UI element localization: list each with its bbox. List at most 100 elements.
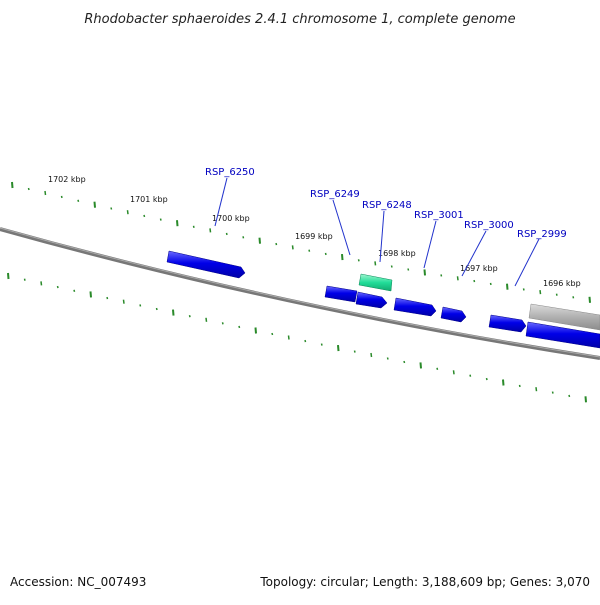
leader-line-rsp2999 <box>514 238 540 287</box>
outer-track-tick <box>522 288 525 291</box>
inner-track-tick <box>122 299 125 304</box>
leader-line-rsp6249 <box>332 199 351 256</box>
outer-track-tick <box>572 296 575 299</box>
outer-track-tick <box>324 252 327 256</box>
inner-track-tick <box>436 367 439 370</box>
gene-label-rsp3001: RSP_3001 <box>414 210 464 221</box>
outer-track-tick <box>555 293 558 296</box>
gene-label-rsp6248: RSP_6248 <box>362 200 412 211</box>
inner-track-tick <box>370 352 373 358</box>
outer-track-tick <box>93 201 96 208</box>
outer-track-tick <box>192 225 195 228</box>
genome-summary-text: Topology: circular; Length: 3,188,609 bp… <box>259 575 590 589</box>
leader-line-rsp3001 <box>423 220 437 269</box>
outer-track-tick <box>27 187 30 191</box>
outer-track-tick <box>308 249 311 252</box>
kbp-label-1701: 1701 kbp <box>130 195 168 204</box>
inner-track-tick <box>353 350 356 353</box>
gene-rsp3001[interactable] <box>393 297 437 317</box>
outer-track-tick <box>77 199 80 202</box>
outer-track-tick <box>225 232 228 236</box>
leader-line-rsp3000 <box>461 230 487 277</box>
inner-track-tick <box>139 304 142 307</box>
outer-track-tick <box>291 245 294 250</box>
outer-track-tick <box>456 276 459 281</box>
gene-rsp2999[interactable] <box>488 314 527 333</box>
gene-rsp6249[interactable] <box>324 285 358 303</box>
outer-tick-track <box>11 181 591 303</box>
outer-track-tick <box>390 265 393 268</box>
kbp-label-1698: 1698 kbp <box>378 249 416 258</box>
inner-track-tick <box>188 315 191 318</box>
kbp-label-1697: 1697 kbp <box>460 264 498 273</box>
chromosome-backbone <box>0 227 600 360</box>
inner-track-tick <box>287 335 290 340</box>
inner-track-tick <box>535 387 538 392</box>
map-title: Rhodobacter sphaeroides 2.4.1 chromosome… <box>84 12 515 27</box>
outer-track-tick <box>341 254 344 261</box>
outer-track-tick <box>209 228 212 233</box>
outer-track-tick <box>440 274 443 277</box>
outer-track-tick <box>11 181 14 189</box>
inner-track-tick <box>221 322 224 325</box>
gene-rsp6248[interactable] <box>358 273 393 292</box>
kbp-label-1700: 1700 kbp <box>212 214 250 223</box>
outer-track-tick <box>539 290 542 295</box>
leader-line-rsp6248 <box>379 210 385 263</box>
outer-track-tick <box>357 259 360 262</box>
gene-label-rsp3000: RSP_3000 <box>464 220 514 231</box>
outer-track-tick <box>258 237 261 244</box>
chromosome-backbone-highlight <box>0 227 600 358</box>
inner-track-tick <box>320 343 323 346</box>
gene-rsp6249b[interactable] <box>355 291 388 309</box>
inner-track-tick <box>89 291 92 298</box>
inner-track-tick <box>56 285 59 289</box>
outer-track-tick <box>473 279 476 283</box>
inner-track-tick <box>205 317 208 322</box>
gene-rsp3000[interactable] <box>440 306 467 323</box>
inner-track-tick <box>403 360 406 364</box>
inner-track-tick <box>7 272 10 280</box>
gene-rsp6250[interactable] <box>166 250 246 279</box>
outer-track-tick <box>110 207 113 210</box>
gene-label-rsp2999: RSP_2999 <box>517 229 567 240</box>
outer-track-tick <box>588 296 591 303</box>
gene-label-rsp6249: RSP_6249 <box>310 189 360 200</box>
inner-track-tick <box>485 377 488 381</box>
outer-track-tick <box>126 210 129 215</box>
inner-track-tick <box>386 357 389 360</box>
inner-track-tick <box>238 325 241 329</box>
inner-track-tick <box>73 289 76 292</box>
inner-track-tick <box>254 327 257 334</box>
outer-track-tick <box>60 195 63 199</box>
inner-track-tick <box>568 394 571 398</box>
kbp-label-1702: 1702 kbp <box>48 175 86 184</box>
inner-tick-track <box>7 272 587 403</box>
inner-track-tick <box>502 379 505 386</box>
outer-track-tick <box>423 269 426 276</box>
accession-text: Accession: NC_007493 <box>10 575 146 589</box>
outer-track-tick <box>407 268 410 271</box>
inner-track-tick <box>40 281 43 286</box>
gene-next-forward[interactable] <box>525 321 600 349</box>
inner-track-tick <box>155 307 158 311</box>
outer-track-tick <box>506 283 509 290</box>
inner-track-tick <box>172 309 175 316</box>
leader-line-rsp6250 <box>214 177 228 227</box>
inner-track-tick <box>551 391 554 394</box>
inner-track-tick <box>452 370 455 375</box>
outer-track-tick <box>176 220 179 227</box>
inner-track-tick <box>518 384 521 388</box>
outer-track-tick <box>489 282 492 286</box>
inner-track-tick <box>419 362 422 369</box>
outer-track-tick <box>275 242 278 246</box>
outer-track-tick <box>159 218 162 221</box>
inner-track-tick <box>271 332 274 336</box>
inner-track-tick <box>469 374 472 377</box>
inner-track-tick <box>584 396 587 403</box>
inner-track-tick <box>337 345 340 352</box>
gene-next-gray[interactable] <box>528 303 600 331</box>
outer-track-tick <box>374 261 377 266</box>
